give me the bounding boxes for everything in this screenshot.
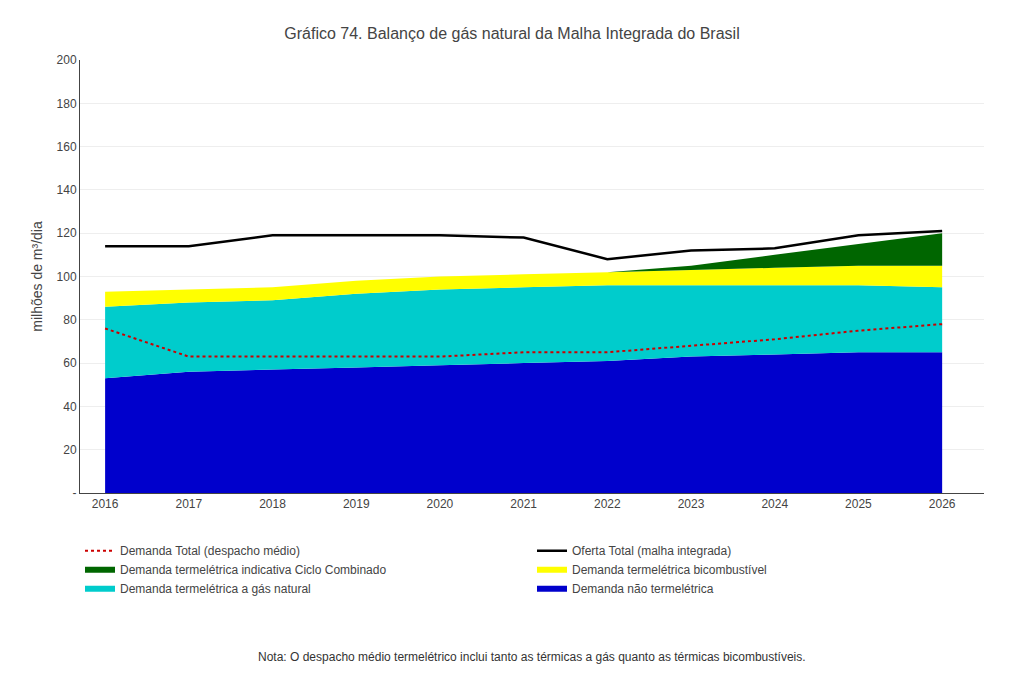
svg-text:2018: 2018: [259, 497, 286, 511]
svg-text:2024: 2024: [761, 497, 788, 511]
svg-text:200: 200: [57, 53, 77, 67]
svg-text:2023: 2023: [678, 497, 705, 511]
svg-text:Demanda termelétrica indicativ: Demanda termelétrica indicativa Ciclo Co…: [120, 563, 386, 577]
svg-text:120: 120: [57, 226, 77, 240]
svg-text:Nota: O despacho médio termelé: Nota: O despacho médio termelétrico incl…: [258, 650, 806, 664]
svg-text:160: 160: [57, 140, 77, 154]
svg-text:80: 80: [63, 313, 77, 327]
svg-text:Demanda termelétrica bicombust: Demanda termelétrica bicombustível: [572, 563, 767, 577]
svg-text:2017: 2017: [175, 497, 202, 511]
svg-text:60: 60: [63, 356, 77, 370]
svg-text:milhões de m³/dia: milhões de m³/dia: [29, 221, 45, 332]
svg-text:2022: 2022: [594, 497, 621, 511]
svg-text:20: 20: [63, 443, 77, 457]
svg-text:2016: 2016: [92, 497, 119, 511]
svg-text:2021: 2021: [510, 497, 537, 511]
svg-text:140: 140: [57, 183, 77, 197]
svg-text:2020: 2020: [427, 497, 454, 511]
svg-text:2026: 2026: [929, 497, 956, 511]
svg-text:Oferta Total (malha integrada): Oferta Total (malha integrada): [572, 544, 731, 558]
svg-text:180: 180: [57, 97, 77, 111]
svg-text:Demanda não termelétrica: Demanda não termelétrica: [572, 582, 714, 596]
svg-text:Demanda Total (despacho médio): Demanda Total (despacho médio): [120, 544, 300, 558]
svg-text:40: 40: [63, 400, 77, 414]
svg-text:2025: 2025: [845, 497, 872, 511]
svg-text:2019: 2019: [343, 497, 370, 511]
svg-text:Gráfico 74. Balanço de gás nat: Gráfico 74. Balanço de gás natural da Ma…: [284, 25, 739, 42]
svg-text:100: 100: [57, 270, 77, 284]
svg-text:-: -: [73, 486, 77, 500]
svg-text:Demanda termelétrica a gás nat: Demanda termelétrica a gás natural: [120, 582, 311, 596]
